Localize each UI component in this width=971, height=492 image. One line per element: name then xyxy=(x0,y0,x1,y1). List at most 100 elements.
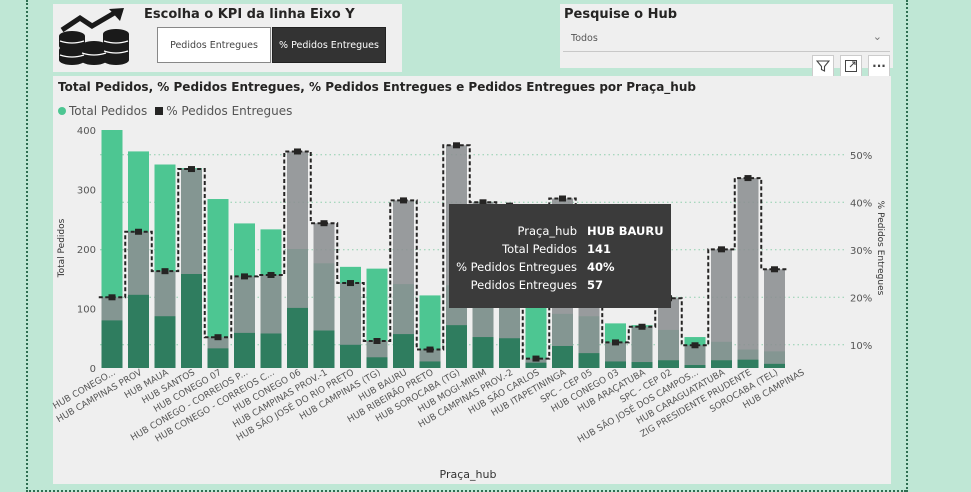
bar-pedidos-entregues xyxy=(499,338,520,368)
tooltip-label: % Pedidos Entregues xyxy=(456,260,577,274)
pct-marker xyxy=(241,273,248,280)
tooltip-label: Praça_hub xyxy=(517,224,577,238)
tooltip-label: Total Pedidos xyxy=(502,242,577,256)
bar-pedidos-entregues xyxy=(419,361,441,368)
pct-marker xyxy=(426,346,434,353)
bar-pedidos-entregues xyxy=(711,360,732,368)
y2-tick-label: 10% xyxy=(850,341,872,352)
bar-pedidos-entregues xyxy=(525,362,547,368)
series-line-pct-pedidos-entregues xyxy=(98,144,788,360)
tooltip-row: % Pedidos Entregues 40% xyxy=(449,260,671,278)
page-border-right xyxy=(906,0,908,492)
kpi-option-pct-pedidos-entregues[interactable]: % Pedidos Entregues xyxy=(272,27,386,63)
bar-pct-pedidos-entregues xyxy=(737,178,759,368)
hub-filter-title: Pesquise o Hub xyxy=(564,7,678,22)
chevron-down-icon: ⌄ xyxy=(872,30,882,43)
pct-marker xyxy=(638,323,646,330)
bar-pedidos-entregues xyxy=(154,316,176,368)
pct-marker xyxy=(294,148,301,155)
pct-marker xyxy=(214,334,222,341)
bar-pedidos-entregues xyxy=(207,348,229,368)
pct-marker xyxy=(453,142,460,149)
pct-marker xyxy=(320,220,328,227)
pct-marker xyxy=(400,197,407,204)
bar-pedidos-entregues xyxy=(578,353,600,368)
y-tick-label: 0 xyxy=(90,364,96,375)
y2-tick-label: 30% xyxy=(850,246,872,257)
chart-title: Total Pedidos, % Pedidos Entregues, % Pe… xyxy=(58,80,696,94)
bar-pedidos-entregues xyxy=(313,330,335,368)
pct-marker xyxy=(771,266,778,273)
bar-pedidos-entregues xyxy=(393,334,414,368)
bar-pedidos-entregues xyxy=(234,332,255,368)
hub-filter-dropdown[interactable]: Todos ⌄ xyxy=(563,27,890,52)
pct-marker xyxy=(267,271,275,278)
bar-pedidos-entregues xyxy=(658,360,679,368)
chart-tooltip: Praça_hub HUB BAURU Total Pedidos 141 % Pe… xyxy=(449,204,671,308)
bar-pedidos-entregues xyxy=(260,333,282,368)
page-border-bottom xyxy=(26,490,906,492)
pct-marker xyxy=(188,166,195,173)
tooltip-row: Pedidos Entregues 57 xyxy=(449,278,671,296)
pct-marker xyxy=(479,199,487,206)
legend-swatch-pct xyxy=(155,107,164,115)
y2-tick-label: 50% xyxy=(850,151,872,162)
hub-filter-value: Todos xyxy=(571,33,598,44)
y-tick-label: 200 xyxy=(77,245,96,256)
bar-pedidos-entregues xyxy=(287,307,308,368)
bar-pct-pedidos-entregues xyxy=(393,200,414,368)
y-tick-label: 100 xyxy=(77,305,96,316)
kpi-selector-title: Escolha o KPI da linha Eixo Y xyxy=(144,7,355,22)
tooltip-value: 141 xyxy=(587,242,612,256)
pct-marker xyxy=(135,228,142,235)
bar-pedidos-entregues xyxy=(552,345,573,368)
pct-marker xyxy=(108,294,116,301)
bar-total-pedidos xyxy=(207,199,229,368)
y2-tick-label: 40% xyxy=(850,198,872,209)
bar-pct-pedidos-entregues xyxy=(711,249,732,368)
pct-marker xyxy=(691,342,699,349)
legend-swatch-total xyxy=(58,107,66,115)
kpi-option-pedidos-entregues[interactable]: Pedidos Entregues xyxy=(157,27,271,63)
bar-pedidos-entregues xyxy=(737,359,759,368)
bar-pedidos-entregues xyxy=(446,325,467,368)
y-tick-label: 300 xyxy=(77,186,96,197)
pct-marker xyxy=(612,339,619,346)
tooltip-value: 40% xyxy=(587,260,615,274)
bar-pedidos-entregues xyxy=(631,362,653,368)
tooltip-value: HUB BAURU xyxy=(587,224,664,238)
bar-pedidos-entregues xyxy=(181,273,202,368)
bar-pct-pedidos-entregues xyxy=(764,269,785,368)
bar-pct-pedidos-entregues xyxy=(631,326,653,368)
tooltip-row: Praça_hub HUB BAURU xyxy=(449,224,671,242)
y2-axis-title: % Pedidos Entregues xyxy=(875,201,885,296)
pct-marker xyxy=(373,338,381,344)
pct-marker xyxy=(718,246,725,253)
bar-pct-pedidos-entregues xyxy=(658,298,679,368)
pct-marker xyxy=(532,355,540,362)
hub-filter-panel xyxy=(560,4,893,68)
bar-pedidos-entregues xyxy=(366,357,388,368)
bar-pedidos-entregues xyxy=(605,361,626,368)
bar-pedidos-entregues xyxy=(764,363,785,368)
y-axis-title: Total Pedidos xyxy=(57,218,67,278)
focus-mode-icon[interactable] xyxy=(840,55,862,77)
pct-marker xyxy=(161,268,169,275)
legend-item-total[interactable]: Total Pedidos xyxy=(58,104,147,118)
bar-pedidos-entregues xyxy=(101,320,123,368)
bar-pedidos-entregues xyxy=(340,344,361,368)
tooltip-value: 57 xyxy=(587,278,604,292)
legend-item-pct[interactable]: % Pedidos Entregues xyxy=(155,104,292,118)
page-border-left xyxy=(26,0,28,492)
legend-label-total: Total Pedidos xyxy=(69,104,148,118)
bar-pedidos-entregues xyxy=(128,294,149,368)
x-axis-title: Praça_hub xyxy=(440,468,497,481)
bar-pedidos-entregues xyxy=(472,337,494,368)
money-growth-logo-icon xyxy=(59,8,129,65)
pct-marker xyxy=(347,280,354,287)
y2-tick-label: 20% xyxy=(850,293,872,304)
legend-label-pct: % Pedidos Entregues xyxy=(166,104,293,118)
pct-marker xyxy=(559,195,566,202)
pct-marker xyxy=(744,175,752,182)
bar-pedidos-entregues xyxy=(684,365,706,368)
